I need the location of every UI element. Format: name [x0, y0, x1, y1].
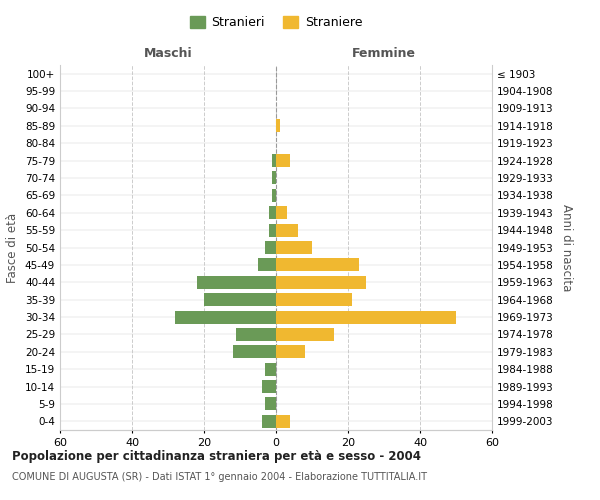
Bar: [265, 398, 276, 410]
Bar: [265, 362, 276, 376]
Bar: [276, 276, 366, 289]
Bar: [233, 346, 276, 358]
Text: COMUNE DI AUGUSTA (SR) - Dati ISTAT 1° gennaio 2004 - Elaborazione TUTTITALIA.IT: COMUNE DI AUGUSTA (SR) - Dati ISTAT 1° g…: [12, 472, 427, 482]
Y-axis label: Anni di nascita: Anni di nascita: [560, 204, 573, 291]
Bar: [262, 415, 276, 428]
Bar: [276, 328, 334, 341]
Bar: [276, 120, 280, 132]
Bar: [276, 415, 290, 428]
Bar: [258, 258, 276, 272]
Bar: [269, 224, 276, 236]
Bar: [175, 310, 276, 324]
Bar: [272, 172, 276, 184]
Bar: [276, 206, 287, 220]
Bar: [265, 241, 276, 254]
Legend: Stranieri, Straniere: Stranieri, Straniere: [185, 11, 367, 34]
Bar: [272, 189, 276, 202]
Text: Maschi: Maschi: [143, 47, 193, 60]
Bar: [236, 328, 276, 341]
Bar: [197, 276, 276, 289]
Bar: [276, 241, 312, 254]
Text: Femmine: Femmine: [352, 47, 416, 60]
Bar: [272, 154, 276, 167]
Bar: [262, 380, 276, 393]
Bar: [269, 206, 276, 220]
Bar: [276, 346, 305, 358]
Bar: [276, 224, 298, 236]
Y-axis label: Fasce di età: Fasce di età: [7, 212, 19, 282]
Bar: [276, 258, 359, 272]
Bar: [204, 293, 276, 306]
Bar: [276, 154, 290, 167]
Text: Popolazione per cittadinanza straniera per età e sesso - 2004: Popolazione per cittadinanza straniera p…: [12, 450, 421, 463]
Bar: [276, 310, 456, 324]
Bar: [276, 293, 352, 306]
